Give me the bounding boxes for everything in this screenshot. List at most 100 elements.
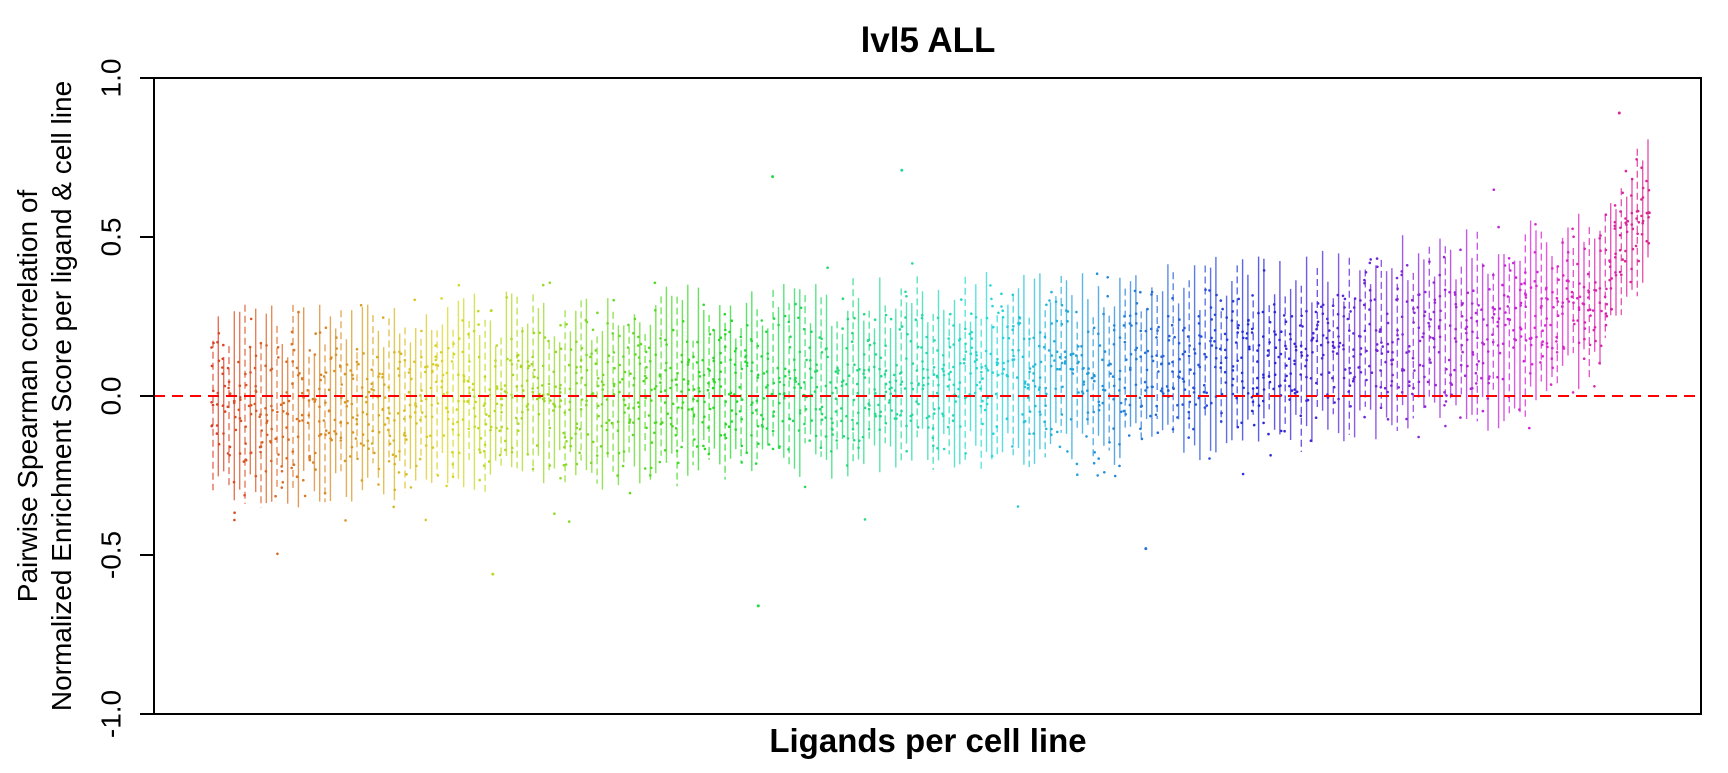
data-point <box>847 374 851 378</box>
data-point <box>959 362 962 365</box>
data-point <box>680 390 683 393</box>
data-point <box>1321 312 1325 316</box>
data-point <box>365 400 368 404</box>
data-point <box>1619 210 1622 213</box>
data-point <box>1219 299 1223 302</box>
data-point <box>1453 293 1457 296</box>
data-point <box>1384 360 1387 364</box>
data-point <box>1252 423 1256 427</box>
data-point <box>703 400 706 404</box>
data-point <box>1465 338 1469 342</box>
data-point <box>405 438 408 441</box>
data-point <box>772 381 776 385</box>
data-point <box>1412 321 1415 324</box>
data-point <box>440 297 443 300</box>
data-point <box>1357 366 1360 369</box>
y-axis-label-line-1: Pairwise Spearman correlation of <box>12 190 43 603</box>
data-point <box>899 414 902 417</box>
data-point <box>1545 317 1548 320</box>
data-point <box>863 406 867 410</box>
data-point <box>526 453 530 456</box>
data-point <box>590 461 593 465</box>
data-point <box>456 420 459 424</box>
data-point <box>1383 386 1387 390</box>
data-point <box>867 338 871 342</box>
data-point <box>808 346 811 350</box>
data-point <box>920 346 923 349</box>
data-point <box>1488 375 1491 378</box>
data-point <box>1374 329 1378 332</box>
data-point <box>813 390 817 393</box>
data-point <box>526 367 530 370</box>
data-point <box>799 306 803 310</box>
data-point <box>1118 443 1121 446</box>
data-point <box>1593 326 1597 329</box>
data-point <box>1050 290 1053 294</box>
data-point <box>927 426 930 429</box>
data-point <box>1300 354 1304 357</box>
data-point <box>879 410 882 414</box>
data-point <box>647 346 651 350</box>
data-point <box>898 328 902 331</box>
data-point <box>1103 471 1106 474</box>
data-point <box>1200 335 1203 338</box>
data-point <box>1645 211 1649 215</box>
data-point <box>1000 292 1003 296</box>
data-point <box>1022 420 1026 424</box>
data-point <box>1439 309 1442 313</box>
data-point <box>1129 366 1132 370</box>
data-point <box>1582 357 1586 361</box>
data-point <box>1149 414 1152 418</box>
data-point <box>216 340 219 344</box>
data-point <box>1571 227 1574 231</box>
data-point <box>495 387 499 390</box>
data-point <box>1577 306 1581 309</box>
data-point <box>1167 339 1171 342</box>
data-point <box>1487 377 1491 381</box>
data-point <box>1033 385 1037 388</box>
data-point <box>1293 342 1296 346</box>
data-point <box>979 404 983 408</box>
data-point <box>1331 376 1334 380</box>
data-point <box>969 352 973 356</box>
data-point <box>687 380 690 383</box>
data-point <box>1614 255 1617 259</box>
data-point <box>461 350 465 354</box>
data-point <box>1614 273 1618 277</box>
data-point <box>1178 370 1182 374</box>
data-point <box>381 372 384 376</box>
data-point <box>1178 376 1181 379</box>
data-point <box>1369 299 1373 302</box>
data-point <box>1599 249 1602 252</box>
data-point <box>1338 341 1342 345</box>
data-point <box>1077 391 1080 394</box>
data-point <box>1600 309 1603 313</box>
data-point <box>210 401 213 404</box>
data-point <box>932 373 936 376</box>
data-point <box>1408 345 1411 348</box>
data-point <box>637 401 640 404</box>
data-point <box>1332 385 1336 389</box>
data-point <box>1311 351 1314 354</box>
data-point <box>818 336 821 339</box>
data-point <box>1135 346 1139 350</box>
data-point <box>989 352 993 356</box>
data-point <box>1520 282 1523 286</box>
data-point <box>778 401 781 405</box>
data-point <box>1422 332 1425 335</box>
data-point <box>302 478 305 482</box>
data-point <box>1306 398 1310 402</box>
data-point <box>1431 336 1435 340</box>
data-point <box>829 381 832 384</box>
data-point <box>1352 332 1355 335</box>
data-point <box>234 428 238 432</box>
data-point <box>1624 221 1627 225</box>
data-point <box>1534 314 1537 318</box>
data-point <box>452 352 456 356</box>
data-point <box>1002 361 1005 365</box>
data-point <box>467 427 471 431</box>
data-point <box>826 355 829 359</box>
data-point <box>1021 355 1025 359</box>
data-point <box>1321 303 1325 307</box>
data-point <box>1165 385 1169 388</box>
